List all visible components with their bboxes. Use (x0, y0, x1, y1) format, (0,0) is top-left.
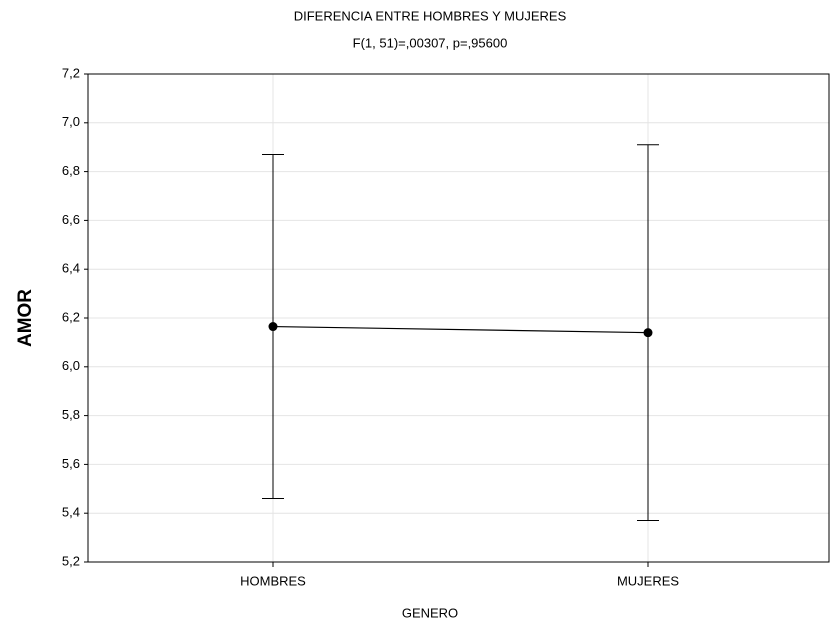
x-tick-label: MUJERES (617, 573, 679, 588)
y-tick-label: 6,8 (62, 163, 80, 178)
y-tick-label: 6,0 (62, 358, 80, 373)
y-tick-label: 6,2 (62, 309, 80, 324)
y-tick-label: 5,2 (62, 553, 80, 568)
y-tick-label: 5,4 (62, 505, 80, 520)
y-tick-label: 5,8 (62, 407, 80, 422)
chart-subtitle: F(1, 51)=,00307, p=,95600 (353, 35, 508, 50)
y-tick-label: 5,6 (62, 456, 80, 471)
point (643, 328, 653, 338)
y-tick-label: 7,2 (62, 65, 80, 80)
point (268, 322, 278, 332)
series-line (272, 325, 649, 334)
plot-frame (87, 73, 830, 563)
x-tick-label: HOMBRES (240, 573, 306, 588)
x-axis-label: GENERO (402, 605, 458, 620)
y-tick-label: 6,4 (62, 261, 80, 276)
chart-title: DIFERENCIA ENTRE HOMBRES Y MUJERES (294, 8, 567, 23)
y-tick-label: 7,0 (62, 114, 80, 129)
y-tick-label: 6,6 (62, 212, 80, 227)
y-axis-label: AMOR (15, 289, 36, 347)
